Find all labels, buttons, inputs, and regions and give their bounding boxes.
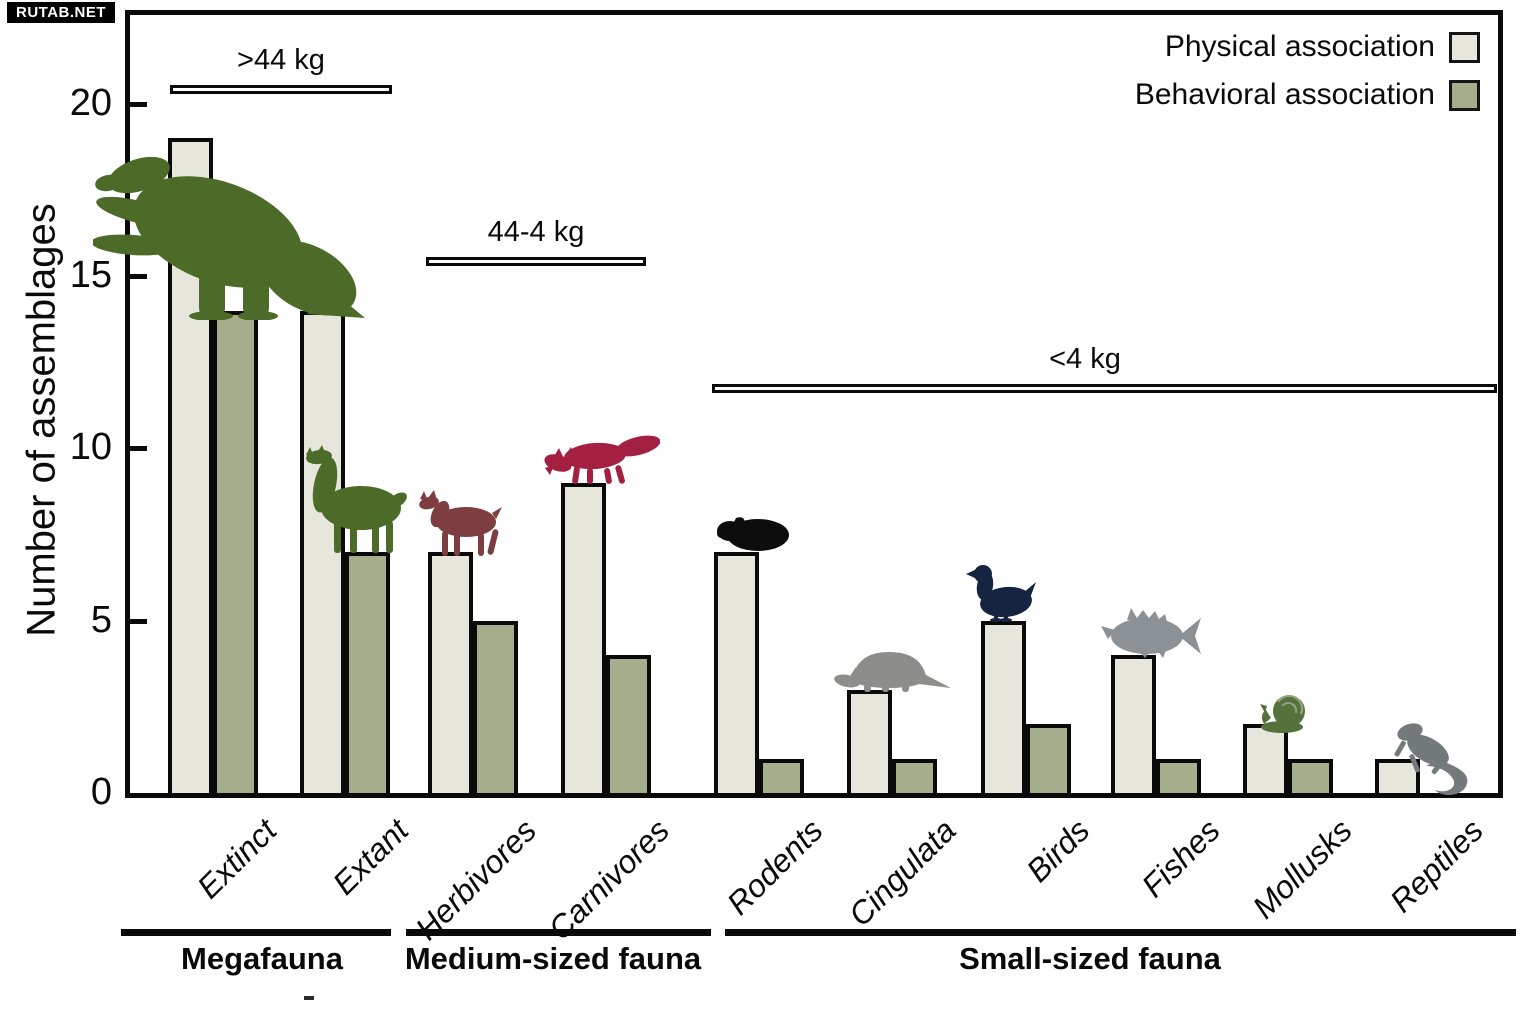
x-label-reptiles: Reptiles [1383,812,1491,920]
size-bracket-label-2: <4 kg [1049,343,1121,375]
armadillo-icon [834,652,951,692]
llama-icon [306,445,407,553]
bar-extinct-behavioral [213,311,258,797]
legend-label-physical: Physical association [1164,30,1435,63]
size-bracket-bar-2 [712,384,1497,393]
y-tick-15 [130,274,147,279]
size-bracket-bar-0 [170,85,392,94]
group-label-megafauna: Megafauna [181,941,343,976]
bar-carnivores-physical [561,483,606,797]
y-tick-20 [130,102,147,107]
legend: Physical association Behavioral associat… [1135,30,1480,112]
x-label-herbivores: Herbivores [408,812,544,947]
x-label-extant: Extant [325,812,416,902]
stray-mark [304,996,314,1000]
legend-swatch-behavioral [1449,79,1480,111]
bar-cingulata-behavioral [892,759,937,797]
group-label-small-sized-fauna: Small-sized fauna [959,941,1221,976]
bar-cingulata-physical [847,690,892,797]
bar-herbivores-behavioral [473,621,518,797]
size-bracket-bar-1 [426,257,646,266]
x-label-birds: Birds [1019,812,1097,890]
y-tick-label-5: 5 [90,599,112,641]
bar-rodents-physical [714,552,759,797]
legend-item-physical: Physical association [1165,30,1480,64]
y-tick-5 [130,619,147,624]
y-axis-line [125,10,130,798]
group-line-0 [121,929,391,936]
guinea-pig-icon [717,517,789,551]
y-tick-label-20: 20 [69,82,112,124]
watermark: RUTAB.NET [7,2,116,23]
size-bracket-label-1: 44-4 kg [487,216,585,248]
bar-mollusks-behavioral [1288,759,1333,797]
bar-rodents-behavioral [759,759,804,797]
top-frame-line [125,10,1503,15]
bar-extant-physical [300,311,345,797]
y-tick-10 [130,446,147,451]
bar-fishes-physical [1111,655,1156,797]
x-label-extinct: Extinct [190,812,284,906]
x-label-fishes: Fishes [1134,812,1227,905]
group-line-1 [406,929,711,936]
bar-birds-physical [981,621,1026,797]
bar-birds-behavioral [1026,724,1071,797]
duck-icon [966,565,1036,622]
bar-mollusks-physical [1243,724,1288,797]
y-tick-label-15: 15 [69,254,112,296]
fox-icon [544,435,660,484]
snail-icon [1260,694,1305,733]
size-bracket-label-0: >44 kg [237,44,325,76]
group-line-2 [725,929,1516,936]
bar-extant-behavioral [345,552,390,797]
bar-fishes-behavioral [1156,759,1201,797]
x-axis-line [125,793,1503,798]
y-tick-label-10: 10 [69,426,112,468]
ground-sloth-icon [93,156,365,320]
fish-icon [1101,608,1201,658]
y-tick-label-0: 0 [90,771,112,813]
bar-carnivores-behavioral [606,655,651,797]
bar-herbivores-physical [428,552,473,797]
x-label-carnivores: Carnivores [541,812,677,947]
x-label-cingulata: Cingulata [841,812,963,934]
lizard-icon [1394,723,1468,795]
legend-swatch-physical [1449,31,1480,63]
legend-label-behavioral: Behavioral association [1134,78,1435,111]
legend-item-behavioral: Behavioral association [1135,78,1480,112]
right-frame-line [1498,10,1503,798]
x-label-mollusks: Mollusks [1244,812,1359,926]
deer-icon [419,490,502,556]
x-label-rodents: Rodents [719,812,830,922]
group-label-medium-sized-fauna: Medium-sized fauna [404,941,702,976]
